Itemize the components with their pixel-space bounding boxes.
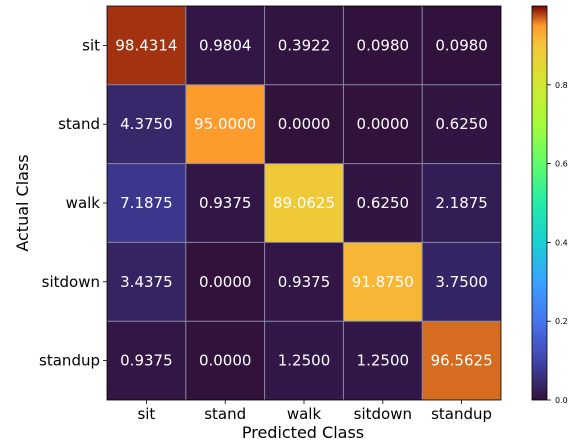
colorbar: 0.0 0.2 0.4 0.6 0.8 <box>531 5 568 405</box>
x-tick-label: walk <box>287 405 322 423</box>
heatmap-cell <box>185 163 265 243</box>
heatmap-cell <box>185 6 265 85</box>
cell-value-label: 0.6250 <box>435 115 488 133</box>
x-tick-label: sit <box>137 405 155 423</box>
cell-value-label: 3.4375 <box>120 273 173 291</box>
heatmap-cell <box>107 242 186 322</box>
cell-value-label: 0.3922 <box>278 36 331 54</box>
x-tick-label: standup <box>431 405 492 423</box>
heatmap-cell <box>343 6 423 85</box>
colorbar-tick-label: 0.4 <box>555 238 568 247</box>
colorbar-tick-label: 0.0 <box>555 396 568 405</box>
heatmap-cell <box>264 242 344 322</box>
heatmap-cell <box>185 321 265 400</box>
colorbar-tick-label: 0.6 <box>555 160 568 169</box>
cell-value-label: 3.7500 <box>435 273 488 291</box>
cell-value-label: 1.2500 <box>357 352 410 370</box>
cell-value-label: 0.9375 <box>120 352 173 370</box>
heatmap-cell <box>343 321 423 400</box>
heatmap-cell <box>107 163 186 243</box>
heatmap-cell <box>343 84 423 164</box>
heatmap-cell <box>107 6 186 85</box>
y-tick-label: standup <box>39 352 100 370</box>
cell-value-label: 0.0000 <box>199 273 252 291</box>
cell-value-label: 0.0980 <box>435 36 488 54</box>
cell-value-label: 0.9804 <box>199 36 252 54</box>
heatmap-cell <box>264 163 344 243</box>
colorbar-ticks: 0.0 0.2 0.4 0.6 0.8 <box>547 81 568 405</box>
cell-value-label: 0.9375 <box>199 194 252 212</box>
heatmap-cell <box>422 6 501 85</box>
cell-value-label: 0.0000 <box>357 115 410 133</box>
cell-value-label: 0.0980 <box>357 36 410 54</box>
heatmap-cell <box>422 163 501 243</box>
cell-value-label: 91.8750 <box>352 273 414 291</box>
cell-value-label: 4.3750 <box>120 115 173 133</box>
heatmap-cell <box>343 163 423 243</box>
y-tick-label: sitdown <box>42 273 100 291</box>
heatmap-cell <box>422 321 501 400</box>
y-tick-label: walk <box>66 194 101 212</box>
heatmap-cell <box>264 6 344 85</box>
heatmap-cell <box>343 242 423 322</box>
cell-value-label: 0.9375 <box>278 273 331 291</box>
cell-value-label: 0.6250 <box>357 194 410 212</box>
cell-value-label: 1.2500 <box>278 352 331 370</box>
cell-value-label: 95.0000 <box>194 115 256 133</box>
cell-value-label: 2.1875 <box>435 194 488 212</box>
heatmap-cell <box>107 321 186 400</box>
y-tick-label: sit <box>82 36 100 54</box>
cell-value-label: 98.4314 <box>115 36 177 54</box>
heatmap-cells <box>107 6 501 400</box>
y-axis-title: Actual Class <box>13 154 32 251</box>
colorbar-tick-label: 0.8 <box>555 81 568 90</box>
cell-value-label: 96.5625 <box>431 352 493 370</box>
cell-value-label: 0.0000 <box>278 115 331 133</box>
heatmap-cell <box>422 84 501 164</box>
heatmap-cell <box>422 242 501 322</box>
colorbar-tick-label: 0.2 <box>555 317 568 326</box>
heatmap-cell <box>107 84 186 164</box>
colorbar-gradient <box>531 5 548 401</box>
x-tick-label: sitdown <box>354 405 412 423</box>
cell-value-label: 0.0000 <box>199 352 252 370</box>
heatmap-cell <box>264 321 344 400</box>
heatmap-cell <box>185 242 265 322</box>
heatmap-cell <box>264 84 344 164</box>
cell-value-label: 7.1875 <box>120 194 173 212</box>
heatmap-cell <box>185 84 265 164</box>
cell-value-labels: 98.4314 0.9804 0.3922 0.0980 0.0980 4.3750 95.… <box>115 36 492 369</box>
x-tick-label: stand <box>204 405 246 423</box>
x-axis-title: Predicted Class <box>242 423 364 442</box>
cell-value-label: 89.0625 <box>273 194 335 212</box>
y-tick-label: stand <box>58 115 100 133</box>
axis-tick-labels: sit stand walk sitdown standup sit stand walk si… <box>39 36 492 423</box>
